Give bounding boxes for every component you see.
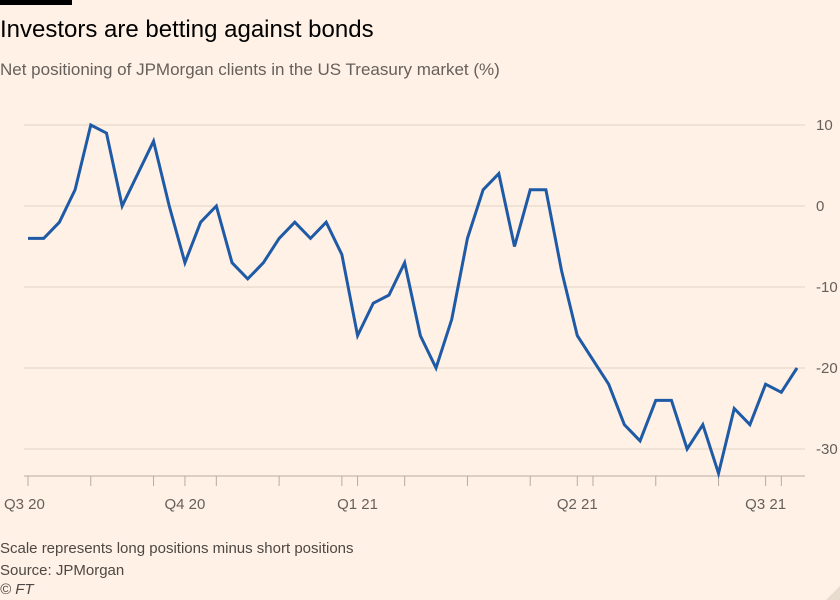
- chart-subtitle: Net positioning of JPMorgan clients in t…: [0, 60, 500, 79]
- x-tick-label: Q3 21: [745, 496, 786, 513]
- x-tick-label: Q1 21: [337, 496, 378, 513]
- series-line: [28, 122, 799, 479]
- copyright: © FT: [0, 581, 34, 598]
- brand-bar: [0, 0, 72, 5]
- y-axis-labels: 10 0 -10 -20 -30: [816, 117, 838, 458]
- y-tick-label: 10: [816, 117, 833, 134]
- x-axis: Q3 20 Q4 20 Q1 21 Q2 21 Q3 21: [4, 475, 805, 513]
- chart-title: Investors are betting against bonds: [0, 16, 374, 43]
- x-tick-label: Q3 20: [4, 496, 45, 513]
- y-tick-label: 0: [816, 198, 824, 215]
- y-tick-label: -30: [816, 441, 838, 458]
- grid-lines: [24, 124, 805, 450]
- chart-note: Scale represents long positions minus sh…: [0, 540, 354, 557]
- line-chart: Q3 20 Q4 20 Q1 21 Q2 21 Q3 21 10 0 -10 -20 -30: [4, 117, 838, 513]
- series-layer: [27, 122, 799, 479]
- x-tick-label: Q4 20: [165, 496, 206, 513]
- corner-fold: [826, 586, 840, 600]
- y-tick-label: -10: [816, 279, 838, 296]
- x-tick-label: Q2 21: [557, 496, 598, 513]
- y-tick-label: -20: [816, 360, 838, 377]
- chart-source: Source: JPMorgan: [0, 562, 125, 579]
